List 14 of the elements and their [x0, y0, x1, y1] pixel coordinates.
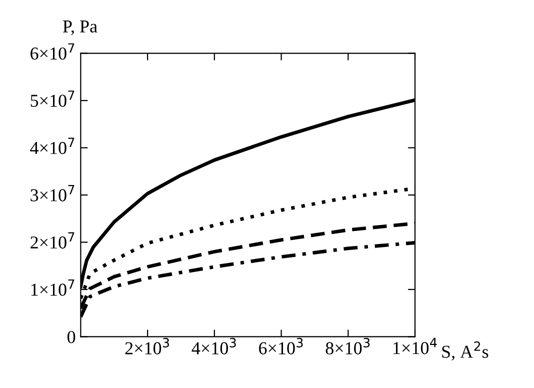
x-tick-label: 1×10$^{4}$: [394, 338, 437, 354]
y-tick-label: 2×10$^{7}$: [30, 232, 74, 249]
y-axis-title: P, Pa: [62, 20, 98, 36]
y-tick-label: 4×10$^{7}$: [30, 138, 74, 154]
y-tick-label: 3×10$^{7}$: [30, 185, 74, 202]
y-tick-label: 6×10$^{7}$: [30, 43, 74, 60]
y-tick-label: 1×10$^{7}$: [31, 280, 74, 296]
x-tick-label: 8×10$^{3}$: [326, 338, 370, 354]
x-tick-label: 4×10$^{3}$: [192, 338, 236, 354]
y-tick-label: 5×10$^{7}$: [30, 90, 74, 107]
x-tick-label: 6×10$^{3}$: [259, 338, 303, 354]
y-tick-label: 0: [68, 330, 76, 344]
x-tick-label: 2×10$^{3}$: [125, 338, 170, 354]
x-axis-title: S, A$^{2}$s: [442, 341, 488, 360]
